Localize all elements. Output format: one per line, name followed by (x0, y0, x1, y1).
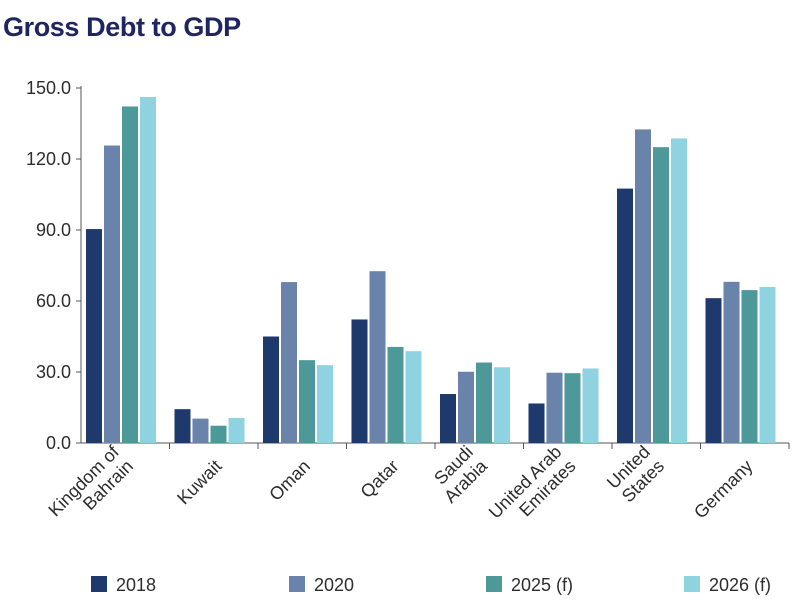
legend-label: 2020 (314, 575, 354, 595)
y-tick-label: 90.0 (36, 220, 71, 240)
bar (86, 229, 102, 443)
bar (351, 319, 368, 443)
chart-legend: 2018 2020 2025 (f) 2026 (f) (91, 575, 771, 595)
bar (210, 425, 227, 443)
bar (582, 368, 599, 443)
bar (635, 129, 651, 443)
y-tick-label: 60.0 (36, 291, 71, 311)
bar (104, 145, 120, 443)
legend-swatch (91, 576, 107, 592)
bar (263, 336, 279, 443)
x-category-label: United ArabEmirates (485, 442, 580, 537)
x-category-label: Oman (265, 456, 314, 505)
x-category-label-line: Kuwait (173, 456, 225, 508)
bar (564, 373, 581, 443)
bar (228, 417, 245, 443)
bar (759, 287, 776, 443)
bar (705, 298, 722, 443)
chart-axes: 0.0 30.0 60.0 90.0 120.0 150.0 (26, 78, 790, 453)
bar (122, 106, 138, 444)
x-axis-labels: Kingdom ofBahrain Kuwait Oman Qatar SaudiAra… (44, 441, 756, 537)
x-category-label-line: Germany (690, 456, 756, 522)
y-tick-label: 30.0 (36, 362, 71, 382)
x-category-label: Kingdom ofBahrain (44, 441, 137, 534)
bar (617, 188, 633, 443)
bar (723, 281, 740, 443)
bar (440, 394, 456, 443)
bar (405, 351, 422, 443)
legend-swatch (289, 576, 305, 592)
bar (494, 367, 510, 443)
bar (299, 360, 315, 443)
bar (653, 147, 669, 443)
legend-swatch (486, 576, 502, 592)
bar (741, 290, 758, 443)
legend-swatch (684, 576, 700, 592)
bar (317, 365, 333, 443)
bar (192, 418, 209, 443)
y-tick-label: 0.0 (46, 433, 71, 453)
bar (528, 403, 545, 443)
x-category-label-line: Oman (265, 456, 314, 505)
x-category-label-line: Qatar (357, 456, 403, 502)
chart-title: Gross Debt to GDP (3, 12, 241, 42)
bar (174, 409, 191, 443)
chart-bars (86, 96, 776, 444)
legend-label: 2025 (f) (511, 575, 573, 595)
bar (369, 271, 386, 443)
x-category-label: Kuwait (173, 456, 225, 508)
x-category-label: SaudiArabia (426, 441, 492, 507)
bar (546, 372, 563, 443)
x-category-label: Germany (690, 456, 756, 522)
bar (387, 346, 404, 443)
legend-label: 2026 (f) (709, 575, 771, 595)
bar (476, 362, 492, 443)
x-category-label: Qatar (357, 456, 403, 502)
legend-label: 2018 (116, 575, 156, 595)
bar (281, 282, 297, 443)
bar (140, 96, 156, 443)
y-tick-label: 150.0 (26, 78, 71, 98)
bar (671, 138, 687, 443)
y-tick-label: 120.0 (26, 149, 71, 169)
x-category-label: UnitedStates (603, 442, 668, 507)
bar (458, 371, 474, 443)
